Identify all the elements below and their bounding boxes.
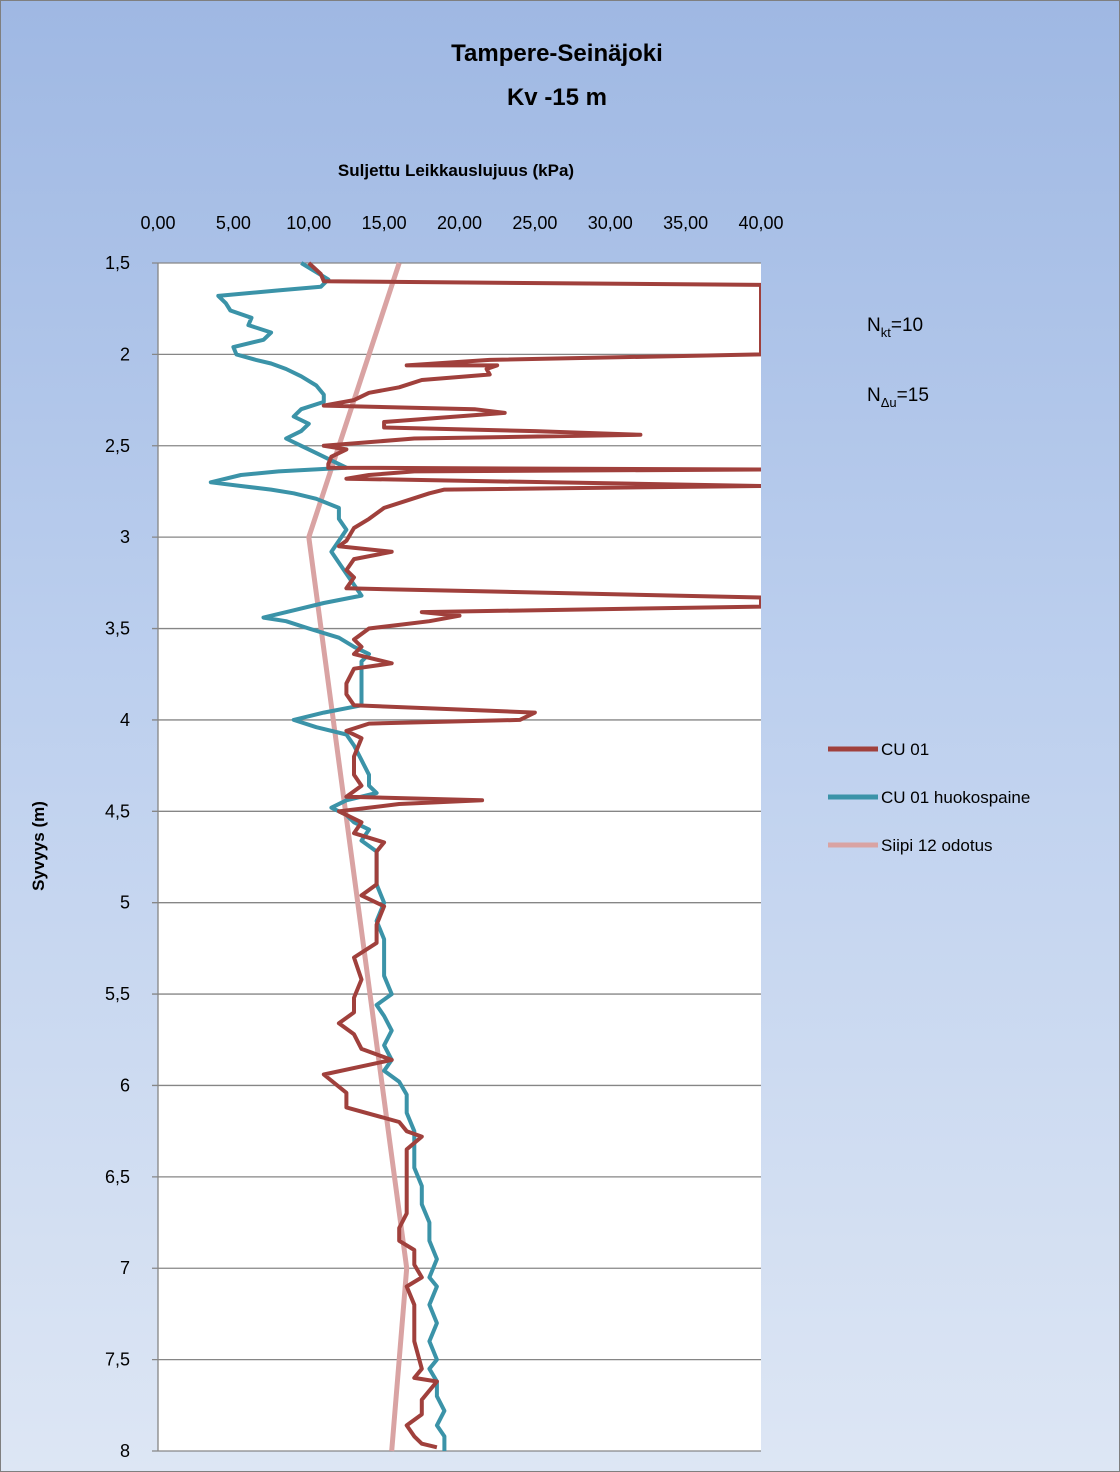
y-tick-label: 2,5 — [105, 436, 130, 456]
x-tick-label: 25,00 — [512, 213, 557, 233]
annotation-text: Nkt=10 — [867, 315, 923, 340]
legend: CU 01 CU 01 huokospaine Siipi 12 odotus — [828, 740, 1030, 855]
y-tick-label: 1,5 — [105, 253, 130, 273]
plot-area — [158, 263, 761, 1451]
y-axis-title: Syvyys (m) — [29, 801, 48, 891]
chart-title-line-2: Kv -15 m — [507, 84, 607, 111]
y-tick-label: 2 — [120, 344, 130, 364]
y-tick-label: 5,5 — [105, 984, 130, 1004]
y-tick-label: 7,5 — [105, 1350, 130, 1370]
tick-label-layer: 1,5 2 2,5 3 3,5 4 4,5 5 5,5 6 6,5 7 7,5 8 0,00 5,00 10,0… — [105, 213, 784, 1461]
legend-label: CU 01 — [881, 740, 929, 759]
y-tick-label: 6 — [120, 1075, 130, 1095]
y-tick-label: 7 — [120, 1258, 130, 1278]
annotation-text: NΔu=15 — [867, 385, 929, 410]
x-tick-label: 5,00 — [216, 213, 251, 233]
y-tick-label: 4,5 — [105, 801, 130, 821]
y-tick-label: 3 — [120, 527, 130, 547]
y-tick-label: 6,5 — [105, 1167, 130, 1187]
series-layer — [208, 261, 761, 1452]
legend-label: Siipi 12 odotus — [881, 836, 993, 855]
y-tick-label: 5 — [120, 893, 130, 913]
annotations: Nkt=10 NΔu=15 — [867, 315, 929, 410]
y-tick-label: 8 — [120, 1441, 130, 1461]
series-line-1 — [307, 261, 761, 1450]
x-tick-label: 35,00 — [663, 213, 708, 233]
y-tick-label: 4 — [120, 710, 130, 730]
x-tick-label: 10,00 — [286, 213, 331, 233]
y-tick-label: 3,5 — [105, 619, 130, 639]
x-axis-title: Suljettu Leikkauslujuus (kPa) — [338, 161, 574, 180]
x-tick-label: 0,00 — [140, 213, 175, 233]
x-tick-label: 15,00 — [362, 213, 407, 233]
chart-title-line-1: Tampere-Seinäjoki — [451, 40, 663, 67]
x-tick-label: 30,00 — [588, 213, 633, 233]
x-tick-label: 20,00 — [437, 213, 482, 233]
x-tick-label: 40,00 — [738, 213, 783, 233]
legend-label: CU 01 huokospaine — [881, 788, 1030, 807]
series-line-2 — [208, 261, 447, 1451]
